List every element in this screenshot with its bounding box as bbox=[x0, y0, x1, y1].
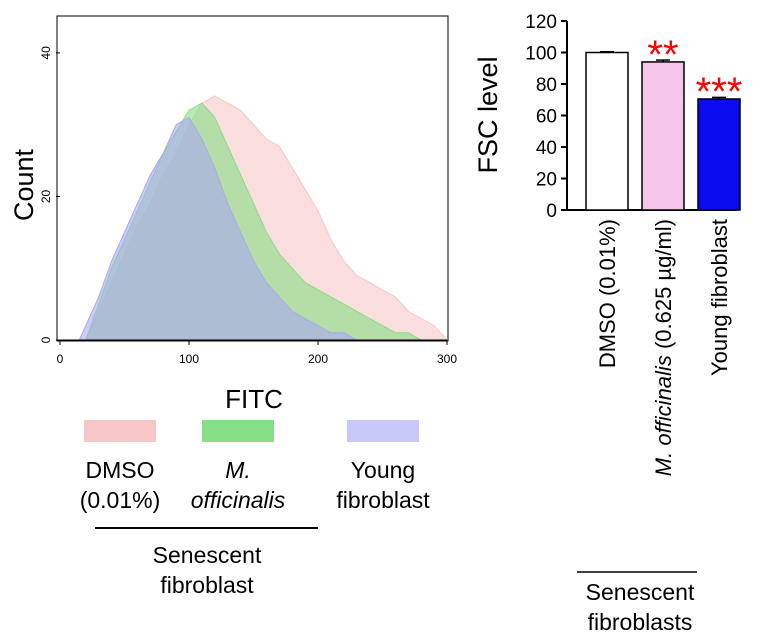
legend-swatch-1 bbox=[84, 420, 156, 442]
bar-category-label-part: DMSO (0.01%) bbox=[595, 219, 620, 368]
bar-group-label-line: Senescent bbox=[586, 579, 695, 605]
bar-category-label-2: M. officinalis (0.625 µg/ml) bbox=[651, 219, 676, 476]
bar-category-label-1: DMSO (0.01%) bbox=[595, 219, 620, 368]
histogram-areas bbox=[78, 95, 449, 341]
bar-y-tick-label: 100 bbox=[525, 44, 557, 65]
histogram-y-axis-label: Count bbox=[9, 148, 39, 221]
bar-y-tick-label: 80 bbox=[536, 75, 557, 96]
legend-label-1: DMSO bbox=[86, 457, 155, 483]
bar-1 bbox=[585, 51, 629, 211]
bar-y-tick-label: 40 bbox=[536, 138, 557, 159]
legend-group-label: Senescent bbox=[153, 542, 262, 568]
histogram-y-tick-label: 0 bbox=[39, 336, 53, 343]
bar-significance-stars: *** bbox=[696, 70, 743, 114]
bar-group-label: Senescent fibroblasts bbox=[577, 571, 697, 635]
bar-group-label-line: fibroblasts bbox=[588, 609, 693, 635]
bar-category-label-3: Young fibroblast bbox=[707, 219, 732, 376]
legend-label-2: M. bbox=[225, 457, 251, 483]
histogram-x-tick-label: 200 bbox=[308, 352, 328, 366]
legend-label-1: (0.01%) bbox=[80, 487, 161, 513]
bar-category-labels: DMSO (0.01%) M. officinalis (0.625 µg/ml)… bbox=[595, 219, 732, 476]
histogram-plot-frame bbox=[56, 15, 449, 342]
bar-y-tick-label: 20 bbox=[536, 170, 557, 191]
legend-label-3: fibroblast bbox=[336, 487, 430, 513]
bar-2 bbox=[641, 61, 685, 211]
bar-category-label-part: M. officinalis bbox=[651, 355, 676, 476]
legend-swatch-2 bbox=[202, 420, 274, 442]
histogram-axes: 0 100 200 300 0 20 40 bbox=[39, 46, 457, 366]
bar-y-tick-label: 60 bbox=[536, 107, 557, 128]
histogram-legend: DMSO (0.01%) M. officinalis Young fibroblast S… bbox=[80, 420, 430, 598]
legend-label-2: officinalis bbox=[191, 487, 286, 513]
legend-group-label: fibroblast bbox=[160, 572, 254, 598]
histogram-y-tick-label: 20 bbox=[39, 189, 53, 203]
bar-significance-stars: ** bbox=[647, 33, 678, 77]
histogram-y-tick-label: 40 bbox=[39, 46, 53, 60]
bar-category-label-part: (0.625 µg/ml) bbox=[651, 219, 676, 355]
bar-axes: 0 20 40 60 80 100 120 bbox=[525, 12, 736, 222]
bar-y-axis-label: FSC level bbox=[473, 56, 503, 173]
bar-category-label-part: Young fibroblast bbox=[707, 219, 732, 376]
histogram-x-axis-label: FITC bbox=[225, 384, 283, 414]
histogram-series-3 bbox=[78, 116, 359, 341]
histogram-x-tick-label: 300 bbox=[437, 352, 457, 366]
bar-y-tick-label: 0 bbox=[546, 201, 557, 222]
legend-swatch-3 bbox=[347, 420, 419, 442]
histogram-panel: 0 100 200 300 0 20 40 Count FITC DMSO (0.01%) M.… bbox=[9, 15, 457, 598]
histogram-x-tick-label: 0 bbox=[57, 352, 64, 366]
bar-y-tick-label: 120 bbox=[525, 12, 557, 33]
bar-3 bbox=[697, 98, 741, 211]
bar-marks: ***** bbox=[585, 33, 743, 211]
histogram-x-tick-label: 100 bbox=[179, 352, 199, 366]
legend-label-3: Young bbox=[351, 457, 415, 483]
